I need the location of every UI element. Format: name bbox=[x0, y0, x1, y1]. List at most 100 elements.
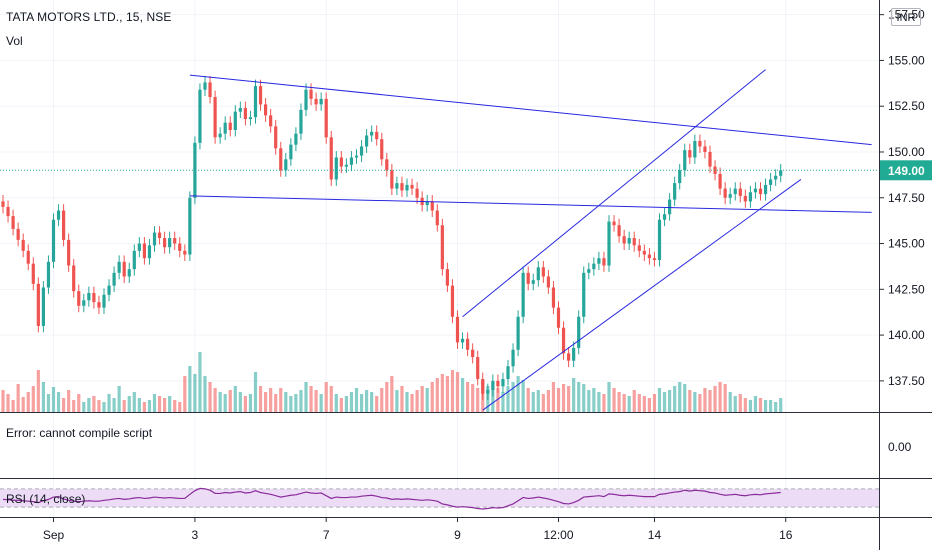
candle-body[interactable] bbox=[127, 269, 131, 277]
candle-body[interactable] bbox=[97, 302, 101, 308]
candle-body[interactable] bbox=[758, 188, 763, 195]
candle-body[interactable] bbox=[102, 294, 106, 308]
candle-body[interactable] bbox=[319, 98, 323, 105]
candle-body[interactable] bbox=[642, 250, 646, 255]
candle-body[interactable] bbox=[622, 236, 626, 244]
candle-body[interactable] bbox=[203, 82, 207, 90]
candle-body[interactable] bbox=[713, 166, 717, 174]
candle-body[interactable] bbox=[683, 150, 687, 171]
candle-body[interactable] bbox=[708, 151, 712, 167]
trendline[interactable] bbox=[189, 195, 872, 213]
candle-body[interactable] bbox=[592, 263, 596, 270]
trendline[interactable] bbox=[482, 179, 802, 411]
candle-body[interactable] bbox=[56, 210, 61, 220]
candle-body[interactable] bbox=[193, 142, 197, 198]
candle-body[interactable] bbox=[526, 272, 530, 284]
candle-body[interactable] bbox=[501, 379, 505, 387]
candle-body[interactable] bbox=[16, 228, 20, 240]
candle-body[interactable] bbox=[107, 285, 111, 295]
candle-body[interactable] bbox=[26, 250, 30, 264]
candle-body[interactable] bbox=[561, 327, 566, 354]
candle-body[interactable] bbox=[354, 155, 359, 158]
symbol-title[interactable]: TATA MOTORS LTD., 15, NSE bbox=[6, 10, 172, 24]
candle-body[interactable] bbox=[551, 287, 556, 308]
candle-body[interactable] bbox=[617, 225, 621, 237]
candle-body[interactable] bbox=[486, 390, 490, 394]
candle-body[interactable] bbox=[147, 245, 152, 259]
candle-body[interactable] bbox=[410, 184, 414, 189]
candle-body[interactable] bbox=[496, 380, 500, 387]
candle-body[interactable] bbox=[213, 97, 217, 138]
last-price-badge[interactable] bbox=[880, 160, 932, 181]
candle-body[interactable] bbox=[476, 357, 480, 380]
candle-body[interactable] bbox=[117, 261, 121, 273]
candle-body[interactable] bbox=[21, 239, 25, 251]
candle-body[interactable] bbox=[779, 170, 783, 176]
candle-body[interactable] bbox=[157, 232, 162, 239]
candle-body[interactable] bbox=[582, 272, 586, 317]
candle-body[interactable] bbox=[269, 115, 273, 127]
candle-body[interactable] bbox=[460, 338, 465, 343]
candle-body[interactable] bbox=[688, 150, 692, 158]
candle-body[interactable] bbox=[395, 183, 399, 189]
candle-body[interactable] bbox=[748, 192, 752, 202]
candle-body[interactable] bbox=[279, 148, 283, 171]
candle-body[interactable] bbox=[516, 316, 520, 350]
candle-body[interactable] bbox=[253, 86, 258, 118]
candle-body[interactable] bbox=[314, 98, 318, 105]
candle-body[interactable] bbox=[673, 183, 677, 200]
candle-body[interactable] bbox=[284, 159, 288, 171]
candle-body[interactable] bbox=[597, 258, 601, 264]
candle-body[interactable] bbox=[632, 238, 636, 246]
candle-body[interactable] bbox=[82, 300, 86, 306]
candle-body[interactable] bbox=[678, 170, 682, 184]
candle-body[interactable] bbox=[385, 159, 389, 171]
candle-body[interactable] bbox=[738, 188, 742, 196]
candle-body[interactable] bbox=[541, 267, 545, 277]
volume-label[interactable]: Vol bbox=[6, 34, 23, 48]
candle-body[interactable] bbox=[400, 183, 404, 191]
candle-body[interactable] bbox=[173, 238, 177, 244]
candle-body[interactable] bbox=[87, 292, 91, 301]
candle-body[interactable] bbox=[243, 108, 247, 120]
candle-body[interactable] bbox=[329, 137, 333, 180]
candle-body[interactable] bbox=[324, 98, 328, 138]
candle-body[interactable] bbox=[380, 139, 384, 160]
candle-body[interactable] bbox=[163, 238, 167, 248]
candle-body[interactable] bbox=[728, 194, 732, 198]
currency-badge[interactable]: INR bbox=[891, 8, 921, 26]
candle-body[interactable] bbox=[223, 122, 227, 134]
time-axis[interactable]: Sep 3 7 9 12:00 14 16 bbox=[43, 517, 793, 542]
candle-body[interactable] bbox=[122, 261, 126, 277]
trendlines[interactable] bbox=[189, 69, 872, 411]
candle-body[interactable] bbox=[450, 285, 455, 317]
candle-body[interactable] bbox=[36, 283, 40, 326]
candle-body[interactable] bbox=[511, 349, 515, 367]
candle-body[interactable] bbox=[455, 316, 460, 343]
candle-body[interactable] bbox=[359, 146, 364, 156]
candle-body[interactable] bbox=[334, 157, 338, 180]
candle-body[interactable] bbox=[637, 245, 641, 251]
candle-body[interactable] bbox=[753, 188, 758, 193]
candle-body[interactable] bbox=[612, 221, 616, 226]
candle-body[interactable] bbox=[627, 238, 631, 244]
candle-body[interactable] bbox=[152, 232, 157, 246]
candle-body[interactable] bbox=[567, 353, 571, 361]
candle-body[interactable] bbox=[481, 379, 485, 394]
candle-body[interactable] bbox=[521, 272, 525, 317]
candle-body[interactable] bbox=[657, 219, 662, 261]
candle-body[interactable] bbox=[693, 140, 697, 158]
candle-body[interactable] bbox=[339, 157, 343, 167]
candle-body[interactable] bbox=[556, 307, 561, 328]
candlesticks[interactable] bbox=[1, 75, 783, 401]
candle-body[interactable] bbox=[41, 287, 45, 326]
candle-body[interactable] bbox=[168, 238, 172, 248]
trendline[interactable] bbox=[462, 69, 766, 318]
candle-body[interactable] bbox=[506, 366, 510, 380]
candle-body[interactable] bbox=[435, 210, 439, 226]
candle-body[interactable] bbox=[647, 254, 651, 259]
candle-body[interactable] bbox=[218, 133, 222, 138]
candle-body[interactable] bbox=[62, 210, 66, 240]
candle-body[interactable] bbox=[587, 269, 591, 273]
